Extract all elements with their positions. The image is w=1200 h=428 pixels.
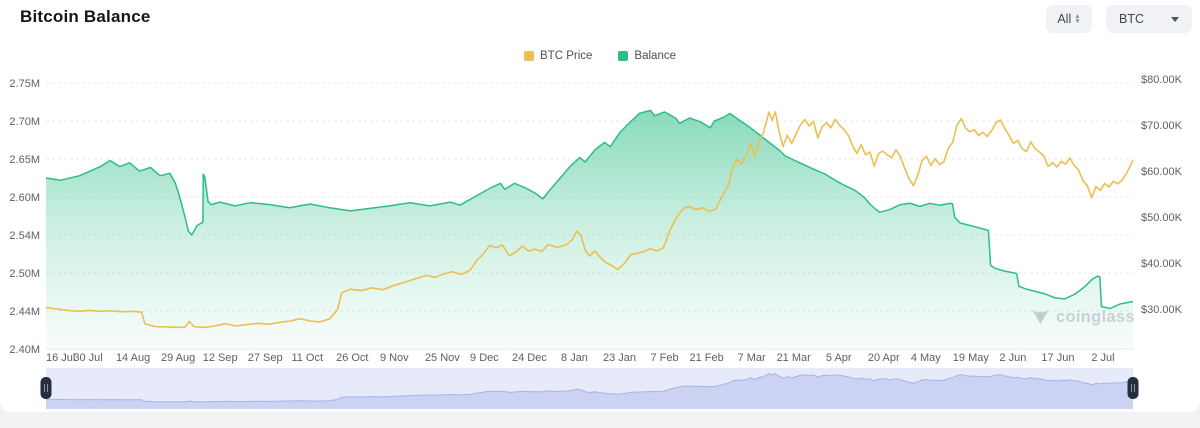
x-axis-label: 29 Aug xyxy=(161,352,195,364)
coinglass-watermark-text: coinglass xyxy=(1056,307,1135,326)
y-right-axis-label: $70.00K xyxy=(1141,120,1183,132)
legend-item-balance[interactable]: Balance xyxy=(618,50,676,62)
x-axis-label: 7 Feb xyxy=(650,352,678,364)
x-axis-label: 21 Feb xyxy=(689,352,723,364)
x-axis-label: 9 Dec xyxy=(470,352,499,364)
x-axis-label: 11 Oct xyxy=(291,352,323,364)
y-right-axis-label: $60.00K xyxy=(1141,166,1183,178)
btc-price-line xyxy=(45,110,1134,329)
y-left-axis-label: 2.40M xyxy=(9,344,40,356)
y-left-axis-label: 2.44M xyxy=(9,306,40,318)
balance-area xyxy=(46,110,1133,349)
time-range-dropdown[interactable]: All ▲ ▼ xyxy=(1046,5,1092,33)
y-left-axis-label: 2.60M xyxy=(9,192,40,204)
coinglass-logo-icon xyxy=(1032,309,1049,325)
x-axis-label: 5 Apr xyxy=(826,352,852,364)
x-axis-label: 17 Jun xyxy=(1041,352,1074,364)
y-left-axis-label: 2.70M xyxy=(9,116,40,128)
coin-dropdown-label: BTC xyxy=(1119,12,1144,26)
navigator-line xyxy=(45,373,1134,403)
legend-label-btc-price: BTC Price xyxy=(540,50,593,62)
coin-dropdown[interactable]: BTC xyxy=(1106,5,1192,33)
sort-arrows-icon: ▲ ▼ xyxy=(1074,13,1081,25)
x-axis-label: 4 May xyxy=(911,352,941,364)
x-axis-label: 2 Jul xyxy=(1091,352,1114,364)
x-axis-label: 30 Jul xyxy=(73,352,102,364)
y-right-axis-label: $40.00K xyxy=(1141,258,1183,270)
x-axis-label: 25 Nov xyxy=(425,352,460,364)
x-axis-label: 21 Mar xyxy=(777,352,812,364)
y-right-axis-label: $80.00K xyxy=(1141,74,1183,86)
y-left-axis-label: 2.54M xyxy=(9,230,40,242)
btc-price-swatch xyxy=(524,51,535,61)
y-left-axis-label: 2.65M xyxy=(9,154,40,166)
chart-legend: BTC Price Balance xyxy=(0,50,1200,62)
coinglass-watermark: coinglass xyxy=(1030,307,1135,327)
legend-item-btc-price[interactable]: BTC Price xyxy=(524,50,592,62)
legend-label-balance: Balance xyxy=(634,50,676,62)
x-axis-label: 7 Mar xyxy=(738,352,766,364)
chevron-down-icon xyxy=(1171,16,1179,22)
x-axis-label: 9 Nov xyxy=(380,352,409,364)
x-axis-label: 12 Sep xyxy=(203,352,238,364)
balance-line xyxy=(45,109,1134,310)
x-axis-label: 26 Oct xyxy=(336,352,368,364)
y-left-axis-label: 2.75M xyxy=(9,78,40,90)
time-range-dropdown-label: All xyxy=(1057,12,1072,26)
balance-swatch xyxy=(618,51,629,61)
page-title: Bitcoin Balance xyxy=(20,7,151,26)
x-axis-label: 23 Jan xyxy=(603,352,636,364)
x-axis-label: 2 Jun xyxy=(999,352,1026,364)
x-axis-label: 24 Dec xyxy=(512,352,547,364)
x-axis-label: 8 Jan xyxy=(561,352,588,364)
x-axis-label: 19 May xyxy=(953,352,990,364)
navigator-area xyxy=(46,373,1133,409)
y-right-axis-label: $50.00K xyxy=(1141,212,1183,224)
navigator-right-handle[interactable] xyxy=(1127,377,1139,399)
chart-plot-area[interactable] xyxy=(46,72,1133,349)
x-axis-label: 16 Jul xyxy=(46,352,75,364)
navigator-left-handle[interactable] xyxy=(40,377,52,399)
x-axis-label: 20 Apr xyxy=(868,352,900,364)
y-left-axis-label: 2.50M xyxy=(9,268,40,280)
x-axis-label: 14 Aug xyxy=(116,352,150,364)
x-axis-label: 27 Sep xyxy=(248,352,283,364)
y-right-axis-label: $30.00K xyxy=(1141,304,1183,316)
